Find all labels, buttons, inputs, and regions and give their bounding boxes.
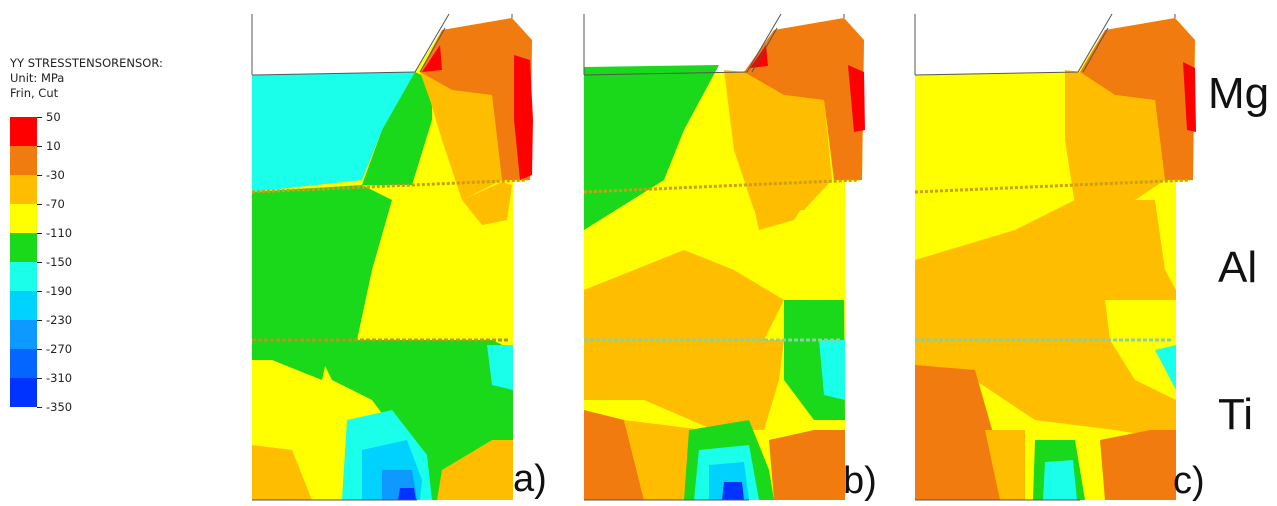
deepblue-ti <box>398 488 416 500</box>
orange-mg <box>420 18 532 180</box>
legend-value-label: -310 <box>46 371 73 385</box>
legend-swatch <box>10 146 37 175</box>
green-ti-left <box>252 335 332 380</box>
orange-ti-left <box>584 410 644 500</box>
tool-edge <box>751 27 778 73</box>
orange-ti-left <box>915 365 1005 500</box>
legend-value-label: -190 <box>46 284 73 298</box>
interface-mg-al <box>251 178 528 194</box>
panel-label-b: b) <box>843 460 877 502</box>
deepblue-ti <box>722 482 744 500</box>
red-mg-edge <box>1183 62 1196 132</box>
red-mg-edge <box>848 65 865 132</box>
legend-tick <box>37 262 42 263</box>
lightorange-mg <box>724 70 832 210</box>
legend-value-label: 50 <box>46 110 61 124</box>
interface-mg-al <box>583 178 860 194</box>
legend-swatch <box>10 117 37 146</box>
green-zone-mg <box>362 72 432 185</box>
orange-mg <box>1080 18 1195 180</box>
cyan-ti-right <box>819 340 845 400</box>
legend-swatch <box>10 175 37 204</box>
legend-swatch <box>10 378 37 407</box>
material-label-ti: Ti <box>1218 390 1254 439</box>
lightorange-mg <box>1065 70 1165 205</box>
green-zone-al <box>252 185 392 340</box>
legend-tick <box>37 320 42 321</box>
lightorange-ti <box>584 340 784 430</box>
material-label-al: Al <box>1218 243 1258 292</box>
tool-edge <box>914 71 1079 76</box>
legend-swatch <box>10 349 37 378</box>
legend-title-line: Unit: MPa <box>10 71 65 85</box>
tool-edge <box>419 27 446 73</box>
legend-tick <box>37 204 42 205</box>
cyan-ti <box>1043 460 1077 500</box>
legend-swatch <box>10 291 37 320</box>
legend-tick <box>37 146 42 147</box>
legend-tick <box>37 378 42 379</box>
legend-value-label: -150 <box>46 255 73 269</box>
lightorange-al2 <box>749 185 814 230</box>
lightorange-al <box>584 250 784 340</box>
orange-ti-right <box>1100 430 1176 500</box>
panel-c-map <box>914 13 1196 501</box>
lightorange-ti-mid <box>624 420 704 500</box>
lightorange-ti-left <box>252 445 312 500</box>
tool-edge <box>251 71 416 76</box>
legend-swatch <box>10 204 37 233</box>
orange-mg <box>744 18 864 180</box>
legend-title-line: YY STRESSTENSORENSOR: <box>10 56 163 70</box>
interface-mg-al <box>914 178 1191 194</box>
panel-label-a: a) <box>513 458 547 500</box>
red-mg-edge <box>514 55 533 180</box>
green-zone-mg <box>584 65 719 230</box>
cyan-ti-right <box>1155 345 1176 390</box>
legend-value-label: -110 <box>46 226 73 240</box>
material-label-mg: Mg <box>1208 69 1270 118</box>
legend-tick <box>37 117 42 118</box>
legend-title-line: Frin, Cut <box>10 86 59 100</box>
legend-tick <box>37 233 42 234</box>
yellow-ti-right <box>1105 300 1176 400</box>
legend-swatch <box>10 262 37 291</box>
legend-value-label: 10 <box>46 139 61 153</box>
panel-a-map <box>251 13 533 501</box>
cyan-zone-mg <box>252 72 415 192</box>
cyan-ti-right <box>487 345 513 390</box>
panel-b-map <box>583 13 865 501</box>
tool-edge <box>746 13 782 73</box>
legend-value-label: -270 <box>46 342 73 356</box>
lightorange-al <box>462 182 512 225</box>
legend-value-label: -230 <box>46 313 73 327</box>
legend-swatch <box>10 233 37 262</box>
lightorange-ti-right <box>437 440 513 500</box>
tool-edge <box>414 13 450 73</box>
panel-label-c: c) <box>1173 460 1205 502</box>
legend-value-label: -350 <box>46 400 73 414</box>
red-mg-tip <box>422 45 442 72</box>
tool-edge <box>1077 13 1113 73</box>
legend-tick <box>37 349 42 350</box>
tool-edge <box>583 71 748 76</box>
orange-ti-right <box>769 430 845 500</box>
legend-value-label: -70 <box>46 197 65 211</box>
legend-swatch <box>10 320 37 349</box>
legend-tick <box>37 291 42 292</box>
lightorange-mg <box>420 72 502 200</box>
tool-edge <box>1082 27 1109 73</box>
stress-legend: YY STRESSTENSORENSOR: Unit: MPa Frin, Cut 5… <box>0 0 230 420</box>
lightorange-ti <box>915 340 1176 440</box>
legend-tick <box>37 175 42 176</box>
legend-value-label: -30 <box>46 168 65 182</box>
legend-tick <box>37 407 42 408</box>
